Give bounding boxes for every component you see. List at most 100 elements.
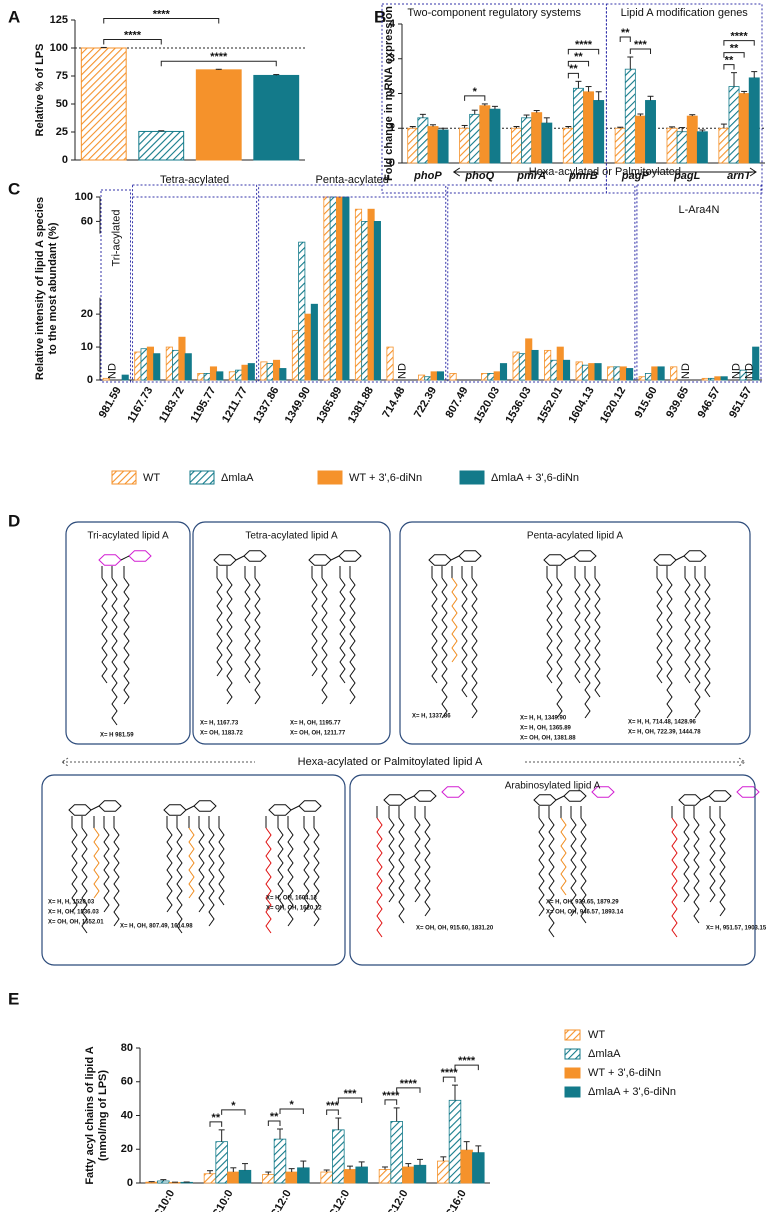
lipid-a-structure: [163, 800, 225, 934]
bar: [138, 130, 185, 161]
bar: [172, 349, 180, 381]
bar: [121, 374, 129, 381]
acyl-chain: [113, 827, 120, 927]
bar: [336, 196, 344, 381]
x-tick-label: phoP: [413, 170, 442, 182]
bar: [487, 373, 495, 381]
panel-label: C: [8, 179, 20, 198]
mass-note: X= H, H, 1349.90: [520, 716, 567, 722]
sugar-ring: [591, 786, 615, 798]
sugar-ring: [736, 786, 760, 798]
bar: [165, 346, 173, 381]
significance-bracket: [267, 1120, 281, 1126]
section-box: [605, 3, 763, 194]
lipid-a-structure: [428, 550, 482, 719]
x-tick-label: 1183.72: [157, 385, 187, 425]
bar: [145, 1181, 158, 1184]
bar: [153, 353, 161, 381]
bar: [448, 1099, 462, 1184]
significance-label: ***: [344, 1088, 358, 1100]
acyl-chain: [188, 827, 195, 899]
box-title: Arabinosylated lipid A: [505, 781, 601, 792]
y-tick-label: 3: [389, 53, 395, 65]
error-bar: [452, 1084, 458, 1101]
error-bar: [265, 1171, 272, 1175]
acyl-chain: [683, 817, 690, 903]
significance-label: ****: [153, 8, 171, 20]
x-tick-label: 951.57: [727, 385, 754, 420]
error-bar: [440, 127, 447, 130]
significance-bracket: [629, 48, 652, 55]
significance-label: ****: [731, 31, 749, 43]
x-tick-label: 1536.03: [503, 385, 533, 425]
mass-note: X= H, OH, 1365.89: [520, 726, 572, 732]
acyl-chain: [103, 827, 110, 913]
acyl-chain: [218, 827, 225, 906]
x-tick-label: 1552.01: [535, 385, 565, 425]
x-tick-label: 915.60: [633, 385, 660, 420]
bar: [644, 373, 653, 381]
glycosidic-link: [120, 555, 130, 561]
group-label: Tri-acylated: [111, 209, 123, 266]
mass-note: X= OH, OH, 1381.88: [520, 736, 576, 742]
acyl-chain: [594, 577, 601, 698]
y-axis-label: Fatty acyl chains of lipid A: [84, 1046, 96, 1184]
panel-label: B: [374, 7, 386, 26]
bar: [479, 105, 491, 164]
error-bar: [679, 127, 686, 132]
group-box: [447, 184, 636, 383]
error-bar: [513, 126, 520, 129]
bar: [260, 361, 268, 381]
sugar-ring: [441, 786, 465, 798]
bar: [544, 349, 552, 381]
mass-note: X= H, OH, 722.39, 1444.78: [628, 730, 701, 736]
y-tick-label: 20: [81, 308, 93, 320]
error-bar: [417, 1158, 423, 1166]
significance-label: **: [621, 27, 630, 39]
mass-note: X= OH, OH, 1552.01: [48, 920, 104, 926]
y-tick-label: 75: [56, 70, 68, 82]
bar: [437, 1160, 450, 1184]
bar: [320, 1171, 333, 1184]
bar: [541, 122, 553, 164]
sugar-ring: [68, 804, 92, 816]
x-tick-label: C16:0: [444, 1188, 469, 1212]
legend-swatch: [111, 470, 137, 485]
mass-note: X= OH, OH, 915.60, 1831.20: [416, 926, 494, 932]
glycosidic-link: [330, 555, 340, 561]
error-bar: [405, 1163, 412, 1167]
x-tick-label: pagL: [673, 170, 701, 182]
bar: [80, 47, 127, 161]
acyl-chain: [709, 817, 716, 903]
bar: [304, 313, 312, 381]
bar: [499, 363, 508, 381]
bar: [361, 220, 369, 381]
error-bar: [300, 1160, 307, 1168]
group-label: Tetra-acylated: [160, 174, 229, 186]
error-bar: [409, 126, 416, 129]
bar: [581, 364, 590, 381]
significance-label: ****: [382, 1090, 400, 1102]
x-tick-label: 1211.77: [220, 385, 250, 425]
error-bar: [419, 113, 426, 118]
x-tick-label: 807.49: [443, 385, 470, 420]
bar: [424, 376, 432, 381]
x-tick-label: pmrB: [568, 170, 598, 182]
sugar-ring: [308, 554, 332, 566]
bar: [417, 117, 429, 164]
bar: [227, 1171, 240, 1184]
legend-swatch: [564, 1029, 581, 1041]
acyl-chain: [111, 577, 118, 726]
acyl-chain: [656, 577, 663, 684]
sugar-ring: [458, 550, 482, 562]
significance-bracket: [567, 72, 579, 79]
glycosidic-link: [405, 795, 415, 801]
bar: [575, 361, 583, 381]
bar: [531, 349, 539, 381]
bar: [262, 1174, 275, 1184]
lipid-a-structure: [543, 550, 601, 719]
lipid-a-structure: [671, 786, 760, 938]
bar: [607, 366, 615, 381]
error-bar: [230, 1167, 237, 1173]
significance-label: *: [290, 1099, 295, 1111]
